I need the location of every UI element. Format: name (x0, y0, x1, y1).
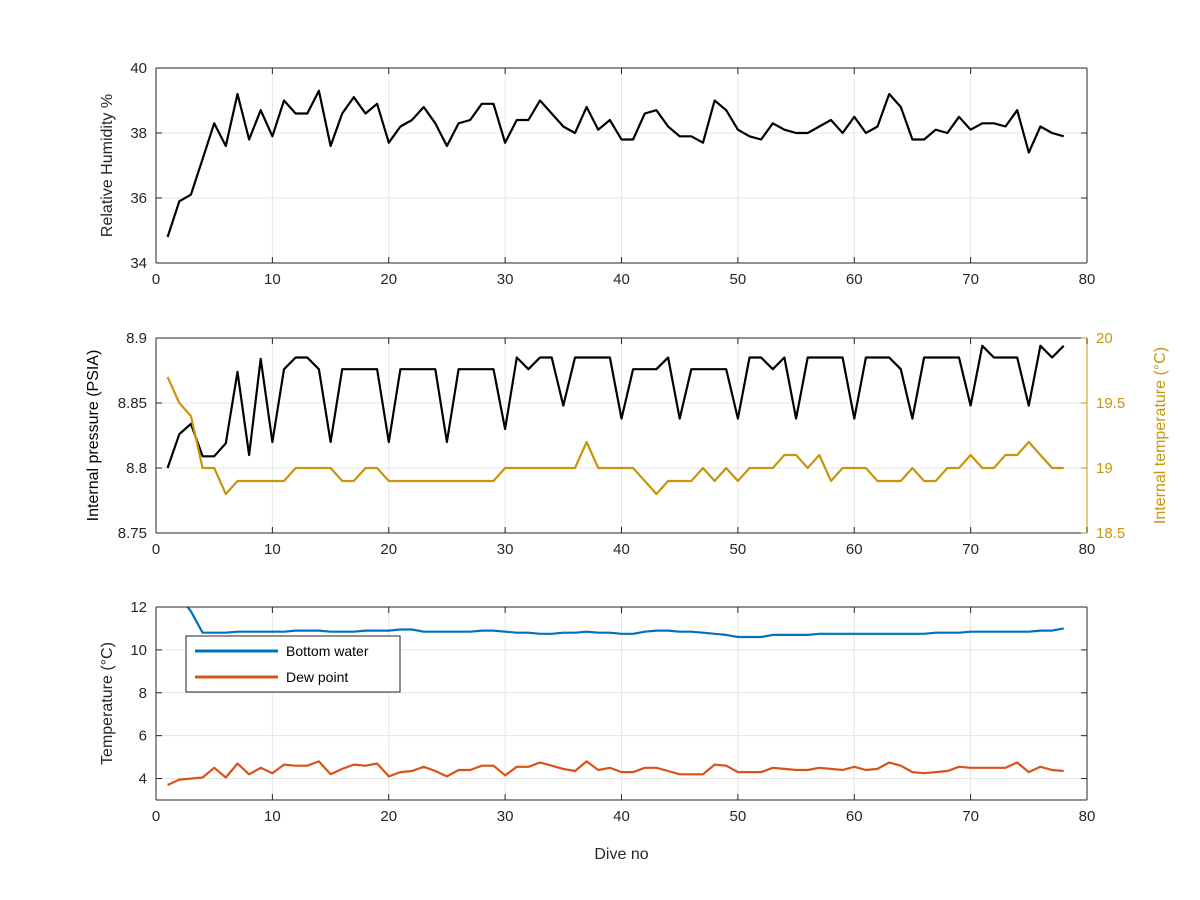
x-tick-label: 80 (1079, 808, 1096, 825)
series-line-black (166, 89, 1065, 238)
y-axis-label: Internal pressure (PSIA) (85, 350, 102, 522)
x-tick-label: 30 (497, 808, 514, 825)
x-tick-label: 60 (846, 271, 863, 288)
y2-tick-label: 19 (1096, 460, 1113, 477)
y-tick-label: 8 (139, 685, 147, 702)
x-tick-label: 80 (1079, 271, 1096, 288)
y-tick-label: 8.9 (126, 330, 147, 347)
panel-pressure: 0 10 20 30 40 50 60 70 80 8.75 8.8 8.85 8.9 18.5 19 19.… (85, 330, 1169, 558)
x-tick-label: 50 (730, 271, 747, 288)
panel-humidity: 0 10 20 30 40 50 60 70 80 34 36 38 40 Relative Humidi… (99, 60, 1095, 288)
x-tick-label: 60 (846, 808, 863, 825)
x-tick-label: 70 (962, 271, 979, 288)
x-tick-label: 70 (962, 808, 979, 825)
x-tick-label: 20 (380, 808, 397, 825)
y-tick-label: 8.75 (118, 525, 147, 542)
legend-label: Dew point (286, 669, 348, 685)
x-axis-label: Dive no (594, 846, 648, 863)
x-tick-label: 0 (152, 271, 160, 288)
y-tick-label: 34 (130, 255, 147, 272)
x-tick-label: 80 (1079, 541, 1096, 558)
y-tick-label: 6 (139, 728, 147, 745)
y2-tick-label: 20 (1096, 330, 1113, 347)
y2-axis-label: Internal temperature (°C) (1152, 347, 1169, 524)
x-tick-label: 60 (846, 541, 863, 558)
x-tick-label: 10 (264, 541, 281, 558)
y-tick-label: 8.8 (126, 460, 147, 477)
y-tick-label: 38 (130, 125, 147, 142)
series-line-bottom-water (186, 607, 1064, 639)
x-tick-label: 70 (962, 541, 979, 558)
x-tick-label: 20 (380, 271, 397, 288)
x-tick-label: 10 (264, 271, 281, 288)
x-tick-label: 10 (264, 808, 281, 825)
y-tick-label: 4 (139, 771, 147, 788)
y-axis-label: Temperature (°C) (99, 642, 116, 765)
y-tick-label: 40 (130, 60, 147, 77)
y2-tick-label: 18.5 (1096, 525, 1125, 542)
y-tick-label: 12 (130, 599, 147, 616)
x-tick-label: 40 (613, 808, 630, 825)
series-line-gold (166, 376, 1064, 496)
x-tick-label: 0 (152, 808, 160, 825)
x-tick-label: 40 (613, 271, 630, 288)
y-tick-label: 8.85 (118, 395, 147, 412)
panel-temperature: 0 10 20 30 40 50 60 70 80 4 6 8 10 12 Temperature (°C)… (99, 599, 1096, 863)
series-line-dew-point (167, 760, 1064, 786)
x-tick-label: 30 (497, 271, 514, 288)
x-tick-label: 0 (152, 541, 160, 558)
series-line-black (166, 344, 1065, 469)
legend-label: Bottom water (286, 643, 369, 659)
y-tick-label: 36 (130, 190, 147, 207)
legend: Bottom water Dew point (185, 635, 401, 693)
x-tick-label: 40 (613, 541, 630, 558)
y-tick-label: 10 (130, 642, 147, 659)
x-tick-label: 50 (730, 541, 747, 558)
y-axis-label: Relative Humidity % (99, 94, 116, 237)
legend-box (185, 635, 401, 693)
y2-tick-label: 19.5 (1096, 395, 1125, 412)
x-tick-label: 30 (497, 541, 514, 558)
x-tick-label: 20 (380, 541, 397, 558)
x-tick-label: 50 (730, 808, 747, 825)
